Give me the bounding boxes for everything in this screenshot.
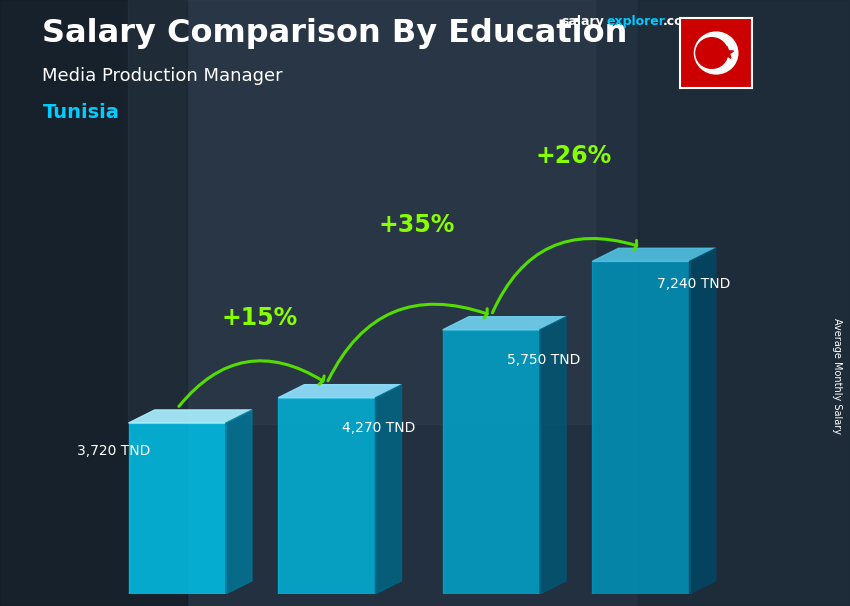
Text: explorer: explorer (607, 15, 666, 28)
Bar (0, 0, 187, 606)
Polygon shape (689, 248, 716, 594)
Polygon shape (376, 385, 401, 594)
Polygon shape (226, 410, 252, 594)
Text: Tunisia: Tunisia (42, 103, 119, 122)
Polygon shape (278, 385, 401, 398)
Circle shape (696, 38, 728, 68)
Text: .com: .com (663, 15, 697, 28)
Text: 7,240 TND: 7,240 TND (656, 278, 730, 291)
Text: Salary Comparison By Education: Salary Comparison By Education (42, 18, 628, 49)
Circle shape (694, 32, 738, 74)
Polygon shape (592, 248, 716, 261)
Bar (443, 330, 540, 594)
Text: 5,750 TND: 5,750 TND (507, 353, 581, 367)
Bar (128, 423, 226, 594)
Text: Media Production Manager: Media Production Manager (42, 67, 283, 85)
Bar (638, 0, 850, 606)
Text: 4,270 TND: 4,270 TND (343, 421, 416, 435)
Polygon shape (540, 317, 566, 594)
Text: +26%: +26% (536, 144, 612, 168)
Bar (278, 398, 376, 594)
Text: +35%: +35% (378, 213, 455, 237)
Polygon shape (128, 410, 252, 423)
Text: Average Monthly Salary: Average Monthly Salary (832, 318, 842, 434)
Text: +15%: +15% (221, 306, 298, 330)
Text: 3,720 TND: 3,720 TND (76, 444, 150, 458)
Text: salary: salary (561, 15, 604, 28)
Bar (128, 0, 595, 424)
Polygon shape (721, 47, 734, 58)
Polygon shape (443, 317, 566, 330)
Bar (592, 261, 689, 594)
